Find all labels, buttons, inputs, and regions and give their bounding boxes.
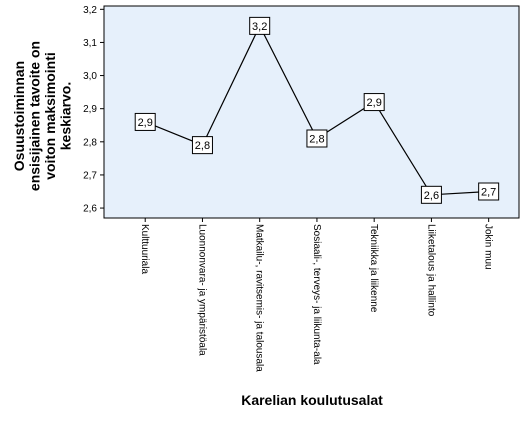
x-tick-label: Kulttuuriala bbox=[139, 224, 150, 274]
data-label-box bbox=[134, 112, 156, 131]
y-axis-title-line: keskiarvo. bbox=[58, 82, 74, 151]
y-tick-label: 2,8 bbox=[83, 137, 97, 148]
x-tick-label: Luonnonvara- ja ympäristöala bbox=[196, 224, 207, 356]
data-label-box bbox=[420, 185, 442, 204]
x-tick-label: Liiketalous ja hallinto bbox=[425, 224, 436, 317]
x-axis: Kulttuuriala Luonnonvara- ja ympäristöala… bbox=[139, 218, 494, 372]
y-tick-label: 2,9 bbox=[83, 104, 97, 115]
data-label: 2,9 bbox=[363, 93, 385, 112]
x-axis-title: Karelian koulutusalat bbox=[241, 392, 383, 408]
y-axis-title-line: voiton maksimointi bbox=[42, 52, 58, 180]
data-labels: 2,9 2,8 3,2 2,8 2,9 2,6 2,7 bbox=[134, 16, 500, 204]
data-label-box bbox=[363, 93, 385, 112]
y-axis: 2,6 2,7 2,8 2,9 3,0 3,1 3,2 bbox=[83, 5, 104, 215]
data-label-text: 2,8 bbox=[195, 140, 210, 152]
x-tick-label: Jokin muu bbox=[483, 224, 494, 270]
data-label-box bbox=[306, 129, 328, 148]
plot-area bbox=[103, 5, 520, 219]
data-label-text: 2,9 bbox=[367, 97, 382, 109]
data-label-box bbox=[478, 182, 500, 201]
data-label: 2,8 bbox=[191, 136, 213, 155]
y-tick-label: 2,6 bbox=[83, 204, 97, 215]
data-label-text: 2,8 bbox=[309, 134, 324, 146]
x-tick-label: Tekniikka ja liikenne bbox=[368, 224, 379, 313]
data-label-text: 2,9 bbox=[138, 117, 153, 129]
data-label: 2,8 bbox=[306, 129, 328, 148]
y-axis-title: Osuustoiminnan ensisijainen tavoite on voi… bbox=[11, 41, 74, 191]
x-tick-label: Matkailu-, ravitsemis- ja talousala bbox=[254, 224, 265, 372]
data-label-box bbox=[249, 16, 271, 35]
data-label-text: 3,2 bbox=[252, 21, 267, 33]
y-axis-title-line: ensisijainen tavoite on bbox=[27, 41, 43, 191]
data-label: 2,6 bbox=[420, 185, 442, 204]
y-tick-label: 3,0 bbox=[83, 71, 97, 82]
x-tick-label: Sosiaali-, terveys- ja liikunta-ala bbox=[311, 224, 322, 365]
data-label-text: 2,6 bbox=[424, 190, 439, 202]
y-tick-label: 3,1 bbox=[83, 38, 97, 49]
data-label-text: 2,7 bbox=[481, 187, 496, 199]
data-label-box bbox=[191, 136, 213, 155]
y-axis-title-line: Osuustoiminnan bbox=[11, 61, 27, 171]
data-label: 3,2 bbox=[249, 16, 271, 35]
data-label: 2,7 bbox=[478, 182, 500, 201]
y-tick-label: 3,2 bbox=[83, 5, 97, 16]
data-label: 2,9 bbox=[134, 112, 156, 131]
y-tick-label: 2,7 bbox=[83, 170, 97, 181]
